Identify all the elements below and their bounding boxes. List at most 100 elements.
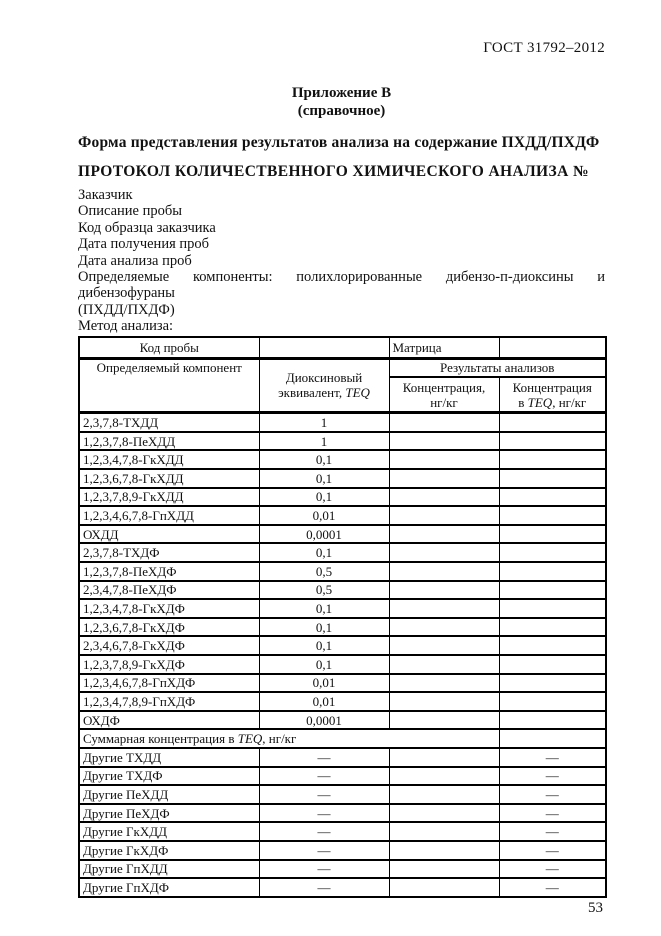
result-dash-cell: — — [498, 746, 607, 768]
concentration-cell — [388, 523, 500, 545]
concentration-teq-cell — [498, 430, 607, 452]
table-header-section: Код пробы Матрица Определяемый компонент… — [78, 335, 607, 415]
table-row: 1,2,3,4,7,8,9-ГпХДФ 0,01 — [78, 691, 607, 712]
concentration-teq-cell — [498, 561, 607, 582]
form-title: Форма представления результатов анализа … — [78, 134, 600, 151]
concentration-cell — [388, 579, 500, 601]
customer-sample-code-label: Код образца заказчика — [78, 219, 216, 236]
table-row: 1,2,3,7,8,9-ГкХДФ 0,1 — [78, 653, 607, 675]
teq-dash-cell: — — [258, 839, 390, 861]
concentration-teq-cell — [498, 486, 607, 508]
teq-coefficient-cell: 0,5 — [258, 561, 390, 582]
concentration-cell — [388, 746, 500, 768]
component-cell: 2,3,4,6,7,8-ГкХДФ — [78, 635, 260, 656]
teq-coefficient-cell: 1 — [258, 430, 390, 452]
component-cell: ОХДФ — [78, 709, 260, 731]
concentration-cell — [388, 802, 500, 824]
concentration-teq-cell — [498, 616, 607, 638]
summary-section: Суммарная концентрация в TEQ, нг/кг — [78, 728, 607, 749]
other-congener-row: Другие ПеХДФ — — — [78, 802, 607, 824]
concentration-teq-cell — [498, 598, 607, 619]
other-rows-section: Другие ТХДД — — Другие ТХДФ — — Другие П… — [78, 746, 607, 898]
component-cell: 1,2,3,7,8,9-ГкХДФ — [78, 653, 260, 675]
component-cell: 1,2,3,4,6,7,8-ГпХДФ — [78, 672, 260, 694]
concentration-cell — [388, 821, 500, 842]
concentration-teq-cell — [498, 672, 607, 694]
teq-coefficient-cell: 0,1 — [258, 542, 390, 563]
summary-value-cell — [498, 728, 607, 749]
other-congener-row: Другие ГпХДД — — — [78, 858, 607, 880]
components-line1: Определяемые компоненты: полихлорированн… — [78, 269, 605, 302]
concentration-cell — [388, 877, 500, 898]
concentration-teq-column-header: Концентрация в TEQ, нг/кг — [498, 376, 607, 415]
teq-dash-cell: — — [258, 802, 390, 824]
concentration-cell — [388, 709, 500, 731]
main-rows-section: 2,3,7,8-ТХДД 1 1,2,3,7,8-ПеХДД 1 1,2,3,4… — [78, 411, 607, 731]
teq-dash-cell: — — [258, 821, 390, 842]
results-column-header: Результаты анализов — [388, 357, 607, 378]
concentration-teq-cell — [498, 691, 607, 712]
concentration-cell — [388, 672, 500, 694]
dioxin-eq-line2-prefix: эквивалент, — [278, 385, 346, 401]
concentration-teq-cell — [498, 653, 607, 675]
appendix-title: Приложение В — [291, 85, 392, 101]
table-row: 1,2,3,7,8,9-ГкХДД 0,1 — [78, 486, 607, 508]
standard-reference: ГОСТ 31792–2012 — [483, 40, 605, 56]
concentration-cell — [388, 449, 500, 471]
sample-description-label: Описание пробы — [78, 203, 182, 220]
conc-line2: нг/кг — [430, 394, 458, 410]
matrix-value-cell — [498, 335, 607, 360]
samples-received-date-label: Дата получения проб — [78, 236, 210, 253]
appendix-subtitle: (справочное) — [297, 103, 386, 119]
component-cell: 2,3,7,8-ТХДД — [78, 411, 260, 433]
component-cell: 1,2,3,6,7,8-ГкХДФ — [78, 616, 260, 638]
table-row: 2,3,4,6,7,8-ГкХДФ 0,1 — [78, 635, 607, 656]
concentration-teq-cell — [498, 579, 607, 601]
teq-dash-cell: — — [258, 765, 390, 787]
column-header-row: Определяемый компонент Диоксиновый эквива… — [78, 357, 607, 415]
concentration-cell — [388, 784, 500, 805]
teq-dash-cell: — — [258, 746, 390, 768]
table-row: 1,2,3,6,7,8-ГкХДД 0,1 — [78, 468, 607, 489]
concentration-cell — [388, 411, 500, 433]
table-row: 1,2,3,4,7,8-ГкХДД 0,1 — [78, 449, 607, 471]
component-cell: 1,2,3,7,8-ПеХДФ — [78, 561, 260, 582]
component-cell: 2,3,7,8-ТХДФ — [78, 542, 260, 563]
teq-coefficient-cell: 0,0001 — [258, 709, 390, 731]
matrix-header: Матрица — [388, 335, 500, 360]
concentration-cell — [388, 858, 500, 880]
table-row: 1,2,3,4,6,7,8-ГпХДД 0,01 — [78, 505, 607, 526]
table-row: 1,2,3,7,8-ПеХДФ 0,5 — [78, 561, 607, 582]
conc-teq-line2-suffix: , нг/кг — [552, 394, 587, 410]
page-number: 53 — [588, 899, 603, 916]
sample-code-value-cell — [258, 335, 390, 360]
other-congener-row: Другие ПеХДД — — — [78, 784, 607, 805]
concentration-cell — [388, 635, 500, 656]
concentration-teq-cell — [498, 468, 607, 489]
table-row: 2,3,7,8-ТХДФ 0,1 — [78, 542, 607, 563]
component-cell: 1,2,3,4,7,8-ГкХДД — [78, 449, 260, 471]
summary-row: Суммарная концентрация в TEQ, нг/кг — [78, 728, 607, 749]
customer-label: Заказчик — [78, 187, 133, 203]
dioxin-eq-line1: Диоксиновый — [285, 370, 363, 386]
info-block: Заказчик Описание пробы Код образца зака… — [78, 187, 605, 335]
table-row: 1,2,3,4,6,7,8-ГпХДФ 0,01 — [78, 672, 607, 694]
component-cell: 1,2,3,6,7,8-ГкХДД — [78, 468, 260, 489]
table-row: ОХДД 0,0001 — [78, 523, 607, 545]
page-content: ГОСТ 31792–2012 Приложение В (справочное… — [78, 0, 607, 917]
result-dash-cell: — — [498, 784, 607, 805]
component-cell: 1,2,3,7,8,9-ГкХДД — [78, 486, 260, 508]
component-cell: 2,3,4,7,8-ПеХДФ — [78, 579, 260, 601]
teq-dash-cell: — — [258, 858, 390, 880]
concentration-cell — [388, 468, 500, 489]
table-row: 2,3,4,7,8-ПеХДФ 0,5 — [78, 579, 607, 601]
concentration-cell — [388, 598, 500, 619]
teq-coefficient-cell: 1 — [258, 411, 390, 433]
teq-coefficient-cell: 0,1 — [258, 653, 390, 675]
other-congener-row: Другие ГкХДФ — — — [78, 839, 607, 861]
result-dash-cell: — — [498, 877, 607, 898]
sample-code-header: Код пробы — [78, 335, 260, 360]
table-row: 1,2,3,4,7,8-ГкХДФ 0,1 — [78, 598, 607, 619]
protocol-title: ПРОТОКОЛ КОЛИЧЕСТВЕННОГО ХИМИЧЕСКОГО АНА… — [78, 163, 589, 180]
